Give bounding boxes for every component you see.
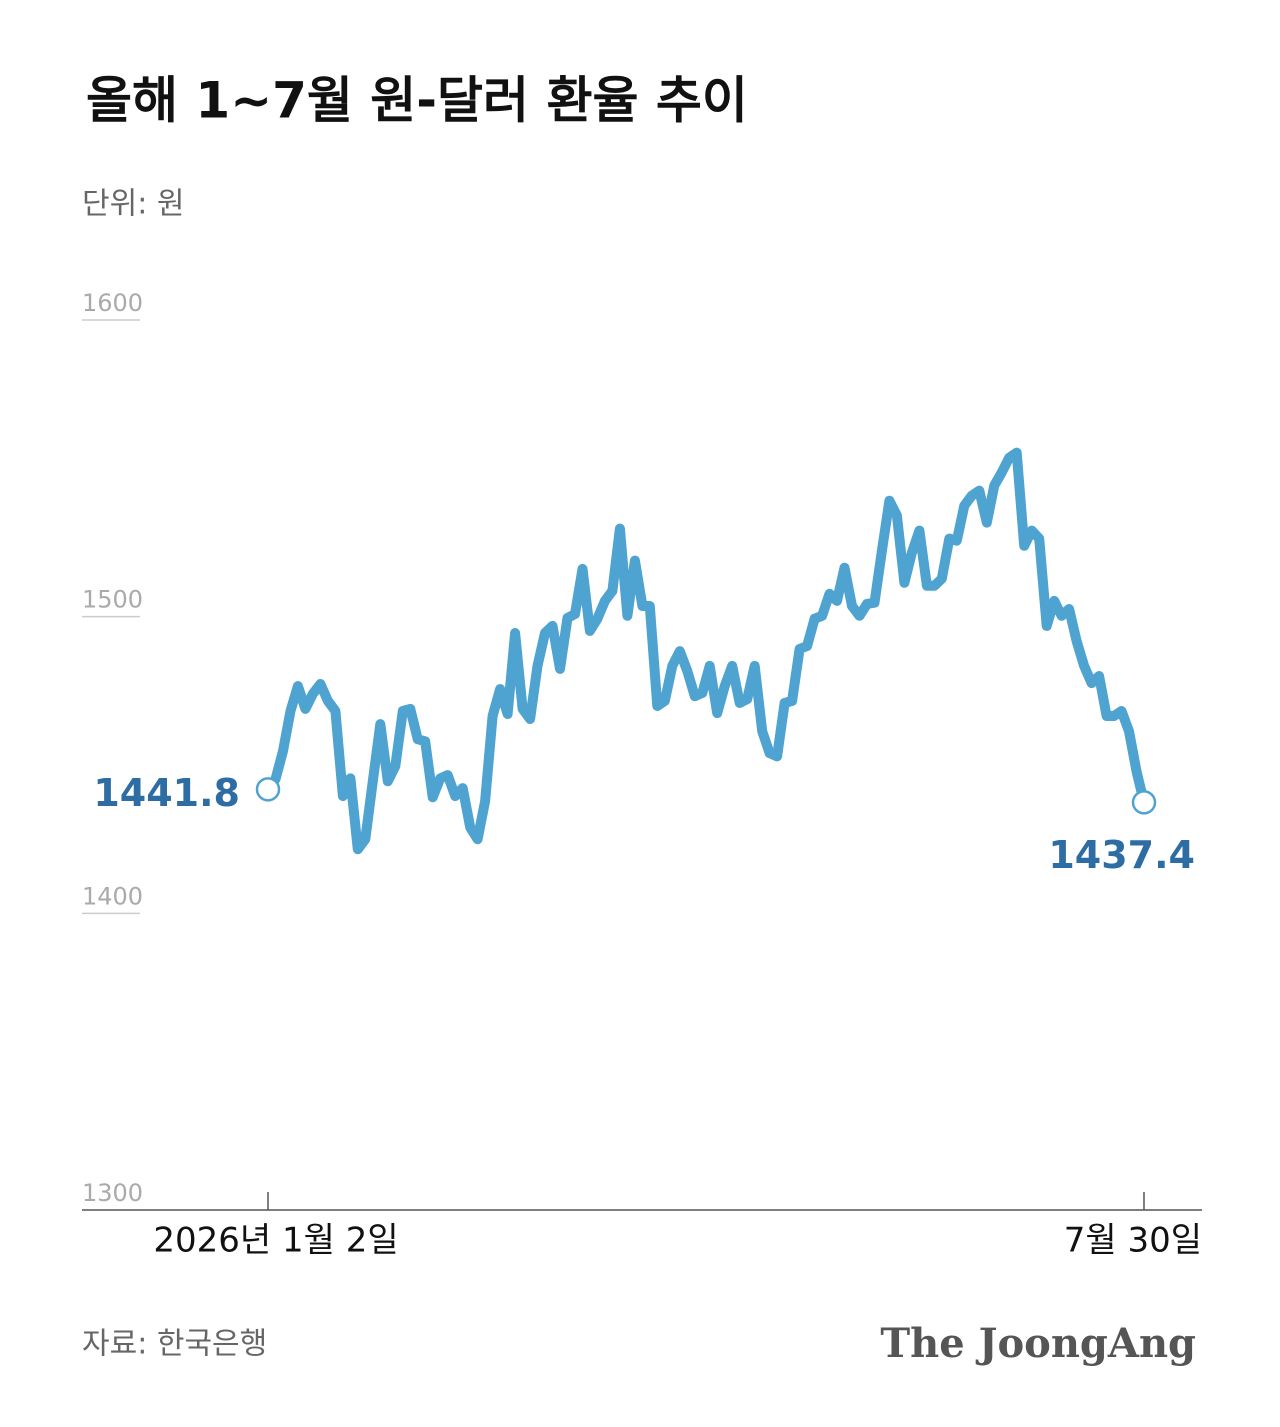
x-tick-label: 7월 30일 bbox=[1064, 1221, 1202, 1261]
brand: The JoongAng bbox=[880, 1320, 1196, 1367]
x-tick-label: 2026년 1월 2일 bbox=[153, 1221, 398, 1261]
data-line bbox=[263, 447, 1149, 855]
y-tick-label: 1300 bbox=[82, 1179, 143, 1207]
end-point bbox=[255, 777, 281, 802]
end-point bbox=[1131, 790, 1157, 815]
chart-title: 올해 1~7월 원-달러 환율 추이 bbox=[86, 72, 748, 130]
value-label: 1437.4 bbox=[1048, 833, 1195, 877]
y-tick-label: 1600 bbox=[82, 289, 143, 317]
y-tick-label: 1400 bbox=[82, 882, 143, 910]
y-tick-label: 1500 bbox=[82, 586, 143, 614]
unit-label: 단위: 원 bbox=[82, 187, 184, 222]
source: 자료: 한국은행 bbox=[82, 1327, 267, 1362]
value-label: 1441.8 bbox=[93, 771, 240, 815]
